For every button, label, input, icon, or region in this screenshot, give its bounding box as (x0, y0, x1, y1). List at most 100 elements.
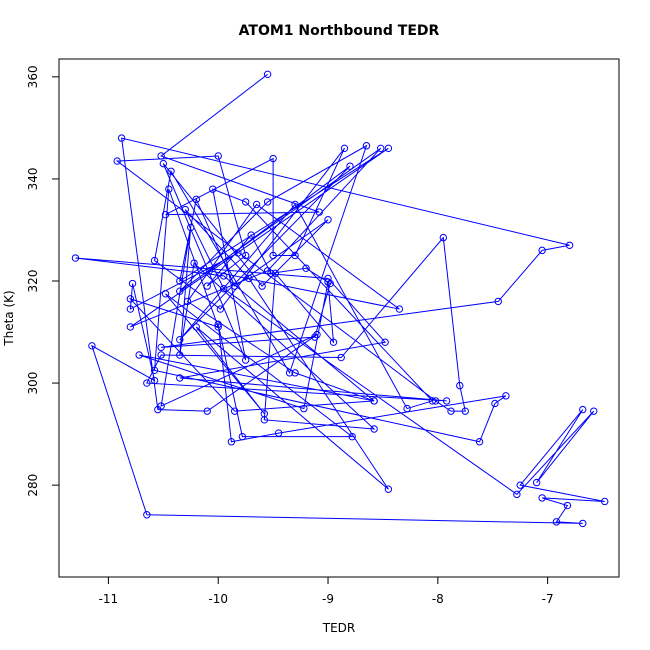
data-point (117, 134, 126, 142)
data-point (269, 251, 277, 260)
data-point (590, 407, 598, 415)
data-point (370, 425, 378, 433)
data-point (88, 342, 96, 350)
data-point (135, 351, 143, 359)
data-point (252, 200, 261, 209)
data-point (362, 142, 371, 150)
data-point (203, 407, 211, 415)
data-point (267, 269, 275, 278)
data-point (209, 185, 217, 193)
x-tick-label: -8 (432, 592, 444, 606)
data-point (346, 162, 354, 170)
data-point (128, 279, 137, 288)
data-point (220, 272, 228, 280)
data-point (157, 351, 165, 359)
data-point (214, 320, 222, 329)
chart-title: ATOM1 Northbound TEDR (239, 23, 440, 39)
data-point (263, 70, 272, 79)
data-point (516, 481, 524, 489)
data-point (285, 369, 294, 377)
data-point (71, 254, 80, 262)
data-point (456, 381, 464, 390)
data-point (126, 295, 135, 303)
data-point (126, 305, 135, 313)
data-point (513, 490, 521, 499)
data-point (159, 159, 168, 168)
data-point (381, 338, 389, 346)
y-tick-label: 280 (26, 474, 40, 497)
data-point (324, 278, 332, 286)
data-point (461, 407, 469, 415)
data-point (157, 402, 165, 410)
data-point (150, 366, 159, 375)
data-point (565, 241, 574, 249)
data-point (502, 392, 510, 400)
data-point (161, 290, 170, 298)
data-point (563, 501, 572, 510)
y-axis-label: Theta (K) (2, 290, 16, 346)
data-point (532, 478, 541, 487)
data-point (269, 154, 277, 163)
data-point (230, 407, 239, 415)
data-point (302, 264, 310, 272)
data-point (157, 152, 165, 160)
data-point (324, 216, 332, 224)
data-point (234, 249, 242, 257)
data-point (538, 494, 546, 502)
data-point (216, 305, 225, 313)
data-point (601, 497, 609, 506)
data-point (241, 198, 250, 206)
x-tick-label: -10 (208, 592, 228, 606)
data-point (167, 167, 175, 175)
data-point (291, 251, 299, 260)
data-point (260, 409, 269, 418)
data-point (126, 323, 135, 331)
data-point (227, 438, 236, 446)
x-axis-label: TEDR (322, 621, 356, 635)
data-point (494, 297, 502, 306)
data-point (203, 282, 211, 290)
y-tick-label: 320 (26, 270, 40, 293)
data-point (187, 223, 195, 232)
data-point (475, 438, 484, 446)
data-point (439, 233, 448, 242)
data-point (176, 335, 184, 344)
data-point (340, 144, 349, 153)
series-line (75, 73, 605, 524)
data-point (579, 405, 587, 414)
data-point (395, 305, 404, 313)
data-point (241, 251, 250, 260)
x-tick-label: -9 (322, 592, 334, 606)
data-point (384, 485, 393, 493)
series-layer (71, 70, 609, 528)
data-point (579, 519, 587, 528)
data-point (370, 397, 378, 405)
data-point (300, 404, 308, 413)
data-point (337, 353, 345, 362)
data-point (291, 369, 299, 377)
data-point (176, 287, 184, 295)
data-point (348, 432, 356, 441)
data-point (313, 330, 321, 339)
data-point (176, 374, 184, 382)
data-point (113, 157, 121, 165)
data-point (143, 379, 151, 387)
data-point (192, 323, 200, 331)
data-point (384, 144, 393, 153)
data-point (247, 231, 255, 239)
data-point (538, 246, 546, 255)
data-point (161, 210, 170, 219)
x-tick-label: -7 (542, 592, 554, 606)
data-point (377, 144, 385, 153)
data-point (431, 397, 440, 405)
data-point (491, 399, 499, 408)
data-point (230, 282, 239, 290)
data-point (241, 356, 250, 364)
data-point (428, 397, 437, 405)
data-point (238, 432, 247, 441)
data-point (263, 198, 272, 206)
data-point (291, 200, 299, 209)
data-point (190, 259, 198, 267)
data-point (311, 333, 319, 341)
